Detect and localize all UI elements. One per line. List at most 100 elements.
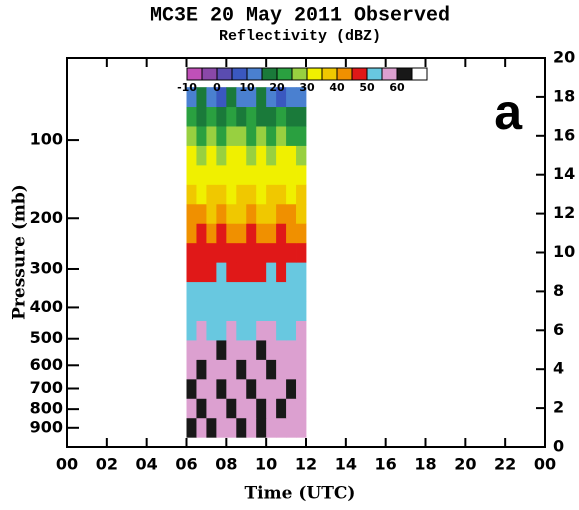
field-cell (286, 203, 297, 224)
colorbar-swatch (351, 67, 368, 81)
colorbar-swatch (231, 67, 248, 81)
x-tick-label: 02 (96, 455, 118, 474)
field-cell (196, 301, 207, 321)
field-cell (216, 359, 227, 380)
field-cell (186, 164, 197, 185)
field-cell (226, 398, 237, 419)
field-cell (216, 378, 227, 399)
field-cell (186, 378, 197, 399)
pressure-tick-label: 300 (30, 258, 63, 277)
field-cell (286, 320, 297, 341)
field-cell (266, 262, 277, 283)
field-cell (266, 145, 277, 166)
field-cell (186, 242, 197, 263)
field-cell (206, 145, 217, 166)
field-cell (246, 262, 257, 283)
field-cell (256, 262, 267, 283)
chart-subtitle: Reflectivity (dBZ) (219, 28, 381, 45)
field-cell (256, 87, 267, 108)
field-cell (226, 126, 237, 146)
field-cell (276, 184, 287, 205)
x-tick-label: 22 (494, 455, 516, 474)
field-cell (216, 203, 227, 224)
field-cell (186, 87, 197, 108)
field-cell (236, 223, 247, 244)
field-cell (206, 106, 217, 127)
field-cell (246, 145, 257, 166)
field-cell (226, 301, 237, 321)
field-cell (276, 359, 287, 380)
field-cell (286, 242, 297, 263)
field-cell (246, 417, 257, 438)
field-cell (206, 126, 217, 146)
field-cell (296, 320, 307, 341)
field-cell (236, 398, 247, 419)
field-cell (196, 87, 207, 108)
pressure-tick-label: 900 (30, 417, 63, 436)
panel-label: a (494, 84, 523, 140)
field-cell (246, 301, 257, 321)
field-cell (196, 417, 207, 438)
colorbar-swatch (306, 67, 323, 81)
field-cell (286, 106, 297, 127)
colorbar-tick-label: 40 (329, 81, 345, 94)
field-cell (256, 145, 267, 166)
field-cell (216, 223, 227, 244)
pressure-tick-label: 700 (30, 378, 63, 397)
field-cell (206, 184, 217, 205)
field-cell (206, 281, 217, 302)
y-tick-label: 4 (553, 359, 564, 378)
field-cell (226, 262, 237, 283)
field-cell (216, 301, 227, 321)
pressure-tick-label: 500 (30, 328, 63, 347)
chart-title: MC3E 20 May 2011 Observed (150, 4, 450, 27)
colorbar-swatch (321, 67, 338, 81)
x-tick-label: 00 (534, 455, 556, 474)
field-cell (216, 320, 227, 341)
field-cell (196, 378, 207, 399)
field-cell (266, 320, 277, 341)
field-cell (296, 203, 307, 224)
field-cell (296, 242, 307, 263)
field-cell (186, 359, 197, 380)
field-cell (286, 378, 297, 399)
field-cell (266, 242, 277, 263)
field-cell (236, 203, 247, 224)
field-cell (196, 164, 207, 185)
field-cell (186, 126, 197, 146)
field-cell (266, 203, 277, 224)
field-cell (216, 398, 227, 419)
y-tick-label: 20 (553, 48, 575, 67)
field-cell (236, 242, 247, 263)
field-cell (296, 184, 307, 205)
field-cell (196, 340, 207, 360)
field-cell (246, 184, 257, 205)
field-cell (186, 301, 197, 321)
field-cell (256, 203, 267, 224)
field-cell (236, 340, 247, 360)
field-cell (216, 242, 227, 263)
field-cell (256, 184, 267, 205)
y-tick-label: 16 (553, 125, 575, 144)
field-cell (266, 184, 277, 205)
field-cell (266, 106, 277, 127)
field-cell (246, 106, 257, 127)
field-cell (296, 223, 307, 244)
field-cell (186, 340, 197, 360)
field-cell (226, 203, 237, 224)
field-cell (226, 359, 237, 380)
colorbar-swatch (276, 67, 293, 81)
field-cell (196, 262, 207, 283)
field-cell (226, 340, 237, 360)
field-cell (206, 398, 217, 419)
field-cell (256, 320, 267, 341)
y-tick-label: 10 (553, 242, 575, 261)
field-cell (256, 281, 267, 302)
colorbar-tick-label: 10 (239, 81, 255, 94)
x-tick-label: 20 (454, 455, 476, 474)
y-tick-label: 0 (553, 437, 564, 456)
field-cell (266, 340, 277, 360)
field-cell (296, 301, 307, 321)
field-cell (296, 417, 307, 438)
